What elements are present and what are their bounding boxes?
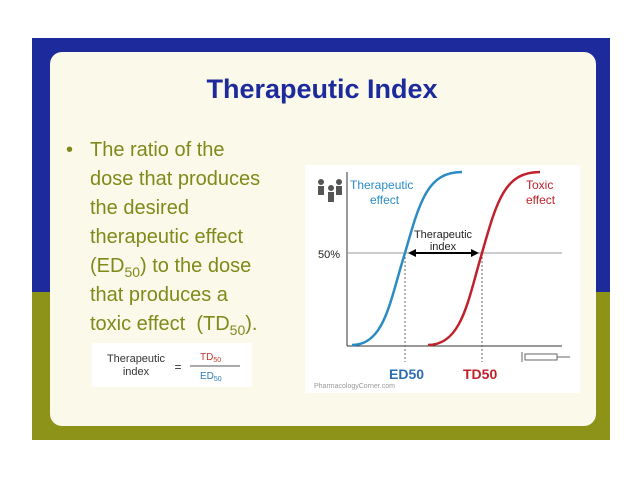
bullet-line: that produces a — [90, 284, 229, 306]
people-icon — [318, 179, 342, 202]
slide-title: Therapeutic Index — [206, 74, 437, 104]
bullet-marker: • — [66, 139, 73, 161]
therapeutic-label: effect — [370, 193, 400, 207]
bullet-line: dose that produces — [90, 168, 260, 190]
formula-left: index — [123, 366, 150, 378]
formula-left: Therapeutic — [107, 353, 166, 365]
text: (ED — [90, 255, 124, 277]
text: toxic effect (TD — [90, 313, 230, 335]
subscript: 50 — [213, 357, 221, 364]
figure-box — [305, 165, 580, 393]
therapeutic-label: Therapeutic — [350, 178, 413, 192]
text: TD — [200, 352, 213, 363]
formula-box — [92, 343, 252, 387]
arrowheads — [408, 249, 479, 257]
bullet-line: toxic effect (TD50). — [90, 313, 257, 338]
text: ED — [200, 371, 214, 382]
figure: Therapeutic effect Toxic effect Therapeu… — [305, 165, 580, 393]
level-label: 50% — [318, 249, 340, 261]
ed-label: ED50 — [389, 366, 424, 382]
text: ) to the dose — [140, 255, 251, 277]
formula-numerator: TD50 — [200, 352, 221, 364]
bullet-line: therapeutic effect — [90, 226, 244, 248]
toxic-curve — [427, 170, 541, 347]
subscript: 50 — [214, 376, 222, 383]
formula-equals: = — [174, 360, 181, 374]
text: ). — [245, 313, 257, 335]
syringe-icon — [521, 352, 570, 362]
subscript: 50 — [124, 264, 140, 280]
index-label: Therapeutic — [414, 229, 473, 241]
index-label: index — [430, 241, 457, 253]
source: PharmacologyCorner.com — [314, 383, 395, 390]
therapeutic-curve — [351, 170, 463, 347]
bullet-line: The ratio of the — [90, 139, 225, 161]
bullet-line: (ED50) to the dose — [90, 255, 251, 280]
toxic-label: effect — [526, 193, 556, 207]
formula-denominator: ED50 — [200, 371, 222, 383]
toxic-label: Toxic — [526, 178, 553, 192]
subscript: 50 — [230, 322, 246, 338]
td-label: TD50 — [463, 366, 497, 382]
bullet-line: the desired — [90, 197, 189, 219]
